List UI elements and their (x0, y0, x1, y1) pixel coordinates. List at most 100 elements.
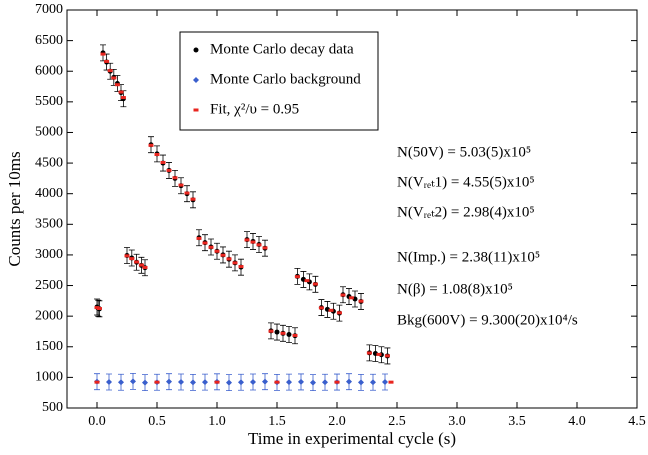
x-tick-label: 3.0 (448, 414, 466, 429)
data-point (130, 378, 136, 385)
data-point (118, 379, 124, 386)
data-point (348, 296, 354, 300)
data-point (336, 311, 342, 315)
data-point (244, 238, 250, 242)
x-tick-label: 1.5 (268, 414, 286, 429)
annotation: N(50V) = 5.03(5)x10⁵ (397, 144, 531, 160)
y-tick-label: 500 (42, 400, 63, 415)
data-point (346, 378, 352, 385)
data-point (100, 52, 106, 56)
data-point (214, 249, 220, 253)
x-tick-label: 4.0 (568, 414, 586, 429)
data-point (384, 354, 390, 358)
data-point (262, 246, 268, 250)
data-point (304, 279, 310, 283)
data-point (366, 351, 372, 355)
y-tick-label: 3000 (35, 247, 63, 262)
data-point (268, 329, 274, 333)
y-tick-label: 2000 (35, 308, 63, 323)
data-point (370, 379, 376, 386)
data-point (111, 76, 117, 80)
y-tick-label: 4000 (35, 186, 63, 201)
x-tick-label: 2.0 (328, 414, 346, 429)
data-point (388, 380, 394, 384)
data-point (166, 168, 172, 172)
data-point (280, 331, 286, 335)
y-tick-label: 7000 (35, 2, 63, 17)
data-point (318, 306, 324, 310)
legend-label: Monte Carlo decay data (210, 41, 354, 57)
data-point (298, 378, 304, 385)
legend-box (179, 31, 379, 131)
data-point (250, 240, 256, 244)
data-point (202, 379, 208, 386)
annotation: N(Vᵣₑₜ2) = 2.98(4)x10⁵ (397, 204, 535, 220)
data-point (178, 183, 184, 187)
data-point (142, 379, 148, 386)
plot-frame (66, 9, 638, 409)
x-tick-label: 1.0 (208, 414, 226, 429)
data-point (274, 380, 280, 384)
data-point (96, 307, 102, 310)
data-point (106, 378, 112, 385)
data-point (226, 379, 232, 386)
data-point (286, 379, 292, 386)
data-point (190, 197, 196, 201)
data-point (376, 352, 382, 356)
data-point (334, 380, 340, 384)
data-point (340, 293, 346, 297)
data-point (208, 245, 214, 249)
data-point (148, 143, 154, 147)
data-point (193, 47, 199, 53)
data-point (262, 378, 268, 385)
data-point (166, 378, 172, 385)
data-point (190, 379, 196, 386)
data-point (382, 378, 388, 385)
data-point (286, 332, 292, 338)
data-point (358, 379, 364, 386)
data-point (328, 308, 334, 312)
x-tick-label: 0.0 (88, 414, 106, 429)
legend-label: Fit, χ²/υ = 0.95 (210, 101, 299, 117)
data-point (154, 380, 160, 384)
data-point (154, 153, 160, 157)
data-point (118, 90, 124, 94)
y-tick-label: 6500 (35, 33, 63, 48)
data-point (202, 241, 208, 245)
data-point (134, 260, 140, 264)
data-point (184, 191, 190, 195)
data-point (107, 69, 113, 73)
x-tick-label: 2.5 (388, 414, 406, 429)
data-point (94, 380, 100, 384)
y-tick-label: 1500 (35, 339, 63, 354)
y-tick-label: 1000 (35, 370, 63, 385)
data-point (220, 253, 226, 257)
x-tick-label: 4.5 (628, 414, 646, 429)
data-point (250, 378, 256, 385)
annotation: Bkg(600V) = 9.300(20)x10⁴/s (397, 312, 578, 328)
y-axis-title: Counts per 10ms (5, 151, 24, 266)
data-point (196, 236, 202, 240)
x-tick-label: 0.5 (148, 414, 166, 429)
data-point (160, 160, 166, 164)
data-point (124, 254, 130, 258)
legend-label: Monte Carlo background (210, 71, 361, 87)
data-point (114, 83, 120, 87)
data-point (178, 378, 184, 385)
x-tick-label: 3.5 (508, 414, 526, 429)
data-point (142, 265, 148, 269)
y-tick-label: 5000 (35, 125, 63, 140)
annotation: N(Vᵣₑₜ1) = 4.55(5)x10⁵ (397, 174, 535, 190)
data-point (310, 379, 316, 386)
y-tick-label: 5500 (35, 94, 63, 109)
annotation: N(Imp.) = 2.38(11)x10⁵ (397, 249, 540, 265)
data-point (193, 77, 199, 83)
y-tick-label: 4500 (35, 155, 63, 170)
data-point (274, 329, 280, 335)
data-point (226, 257, 232, 261)
data-point (232, 261, 238, 265)
y-tick-label: 3500 (35, 217, 63, 232)
data-point (256, 243, 262, 247)
data-point (294, 275, 300, 279)
